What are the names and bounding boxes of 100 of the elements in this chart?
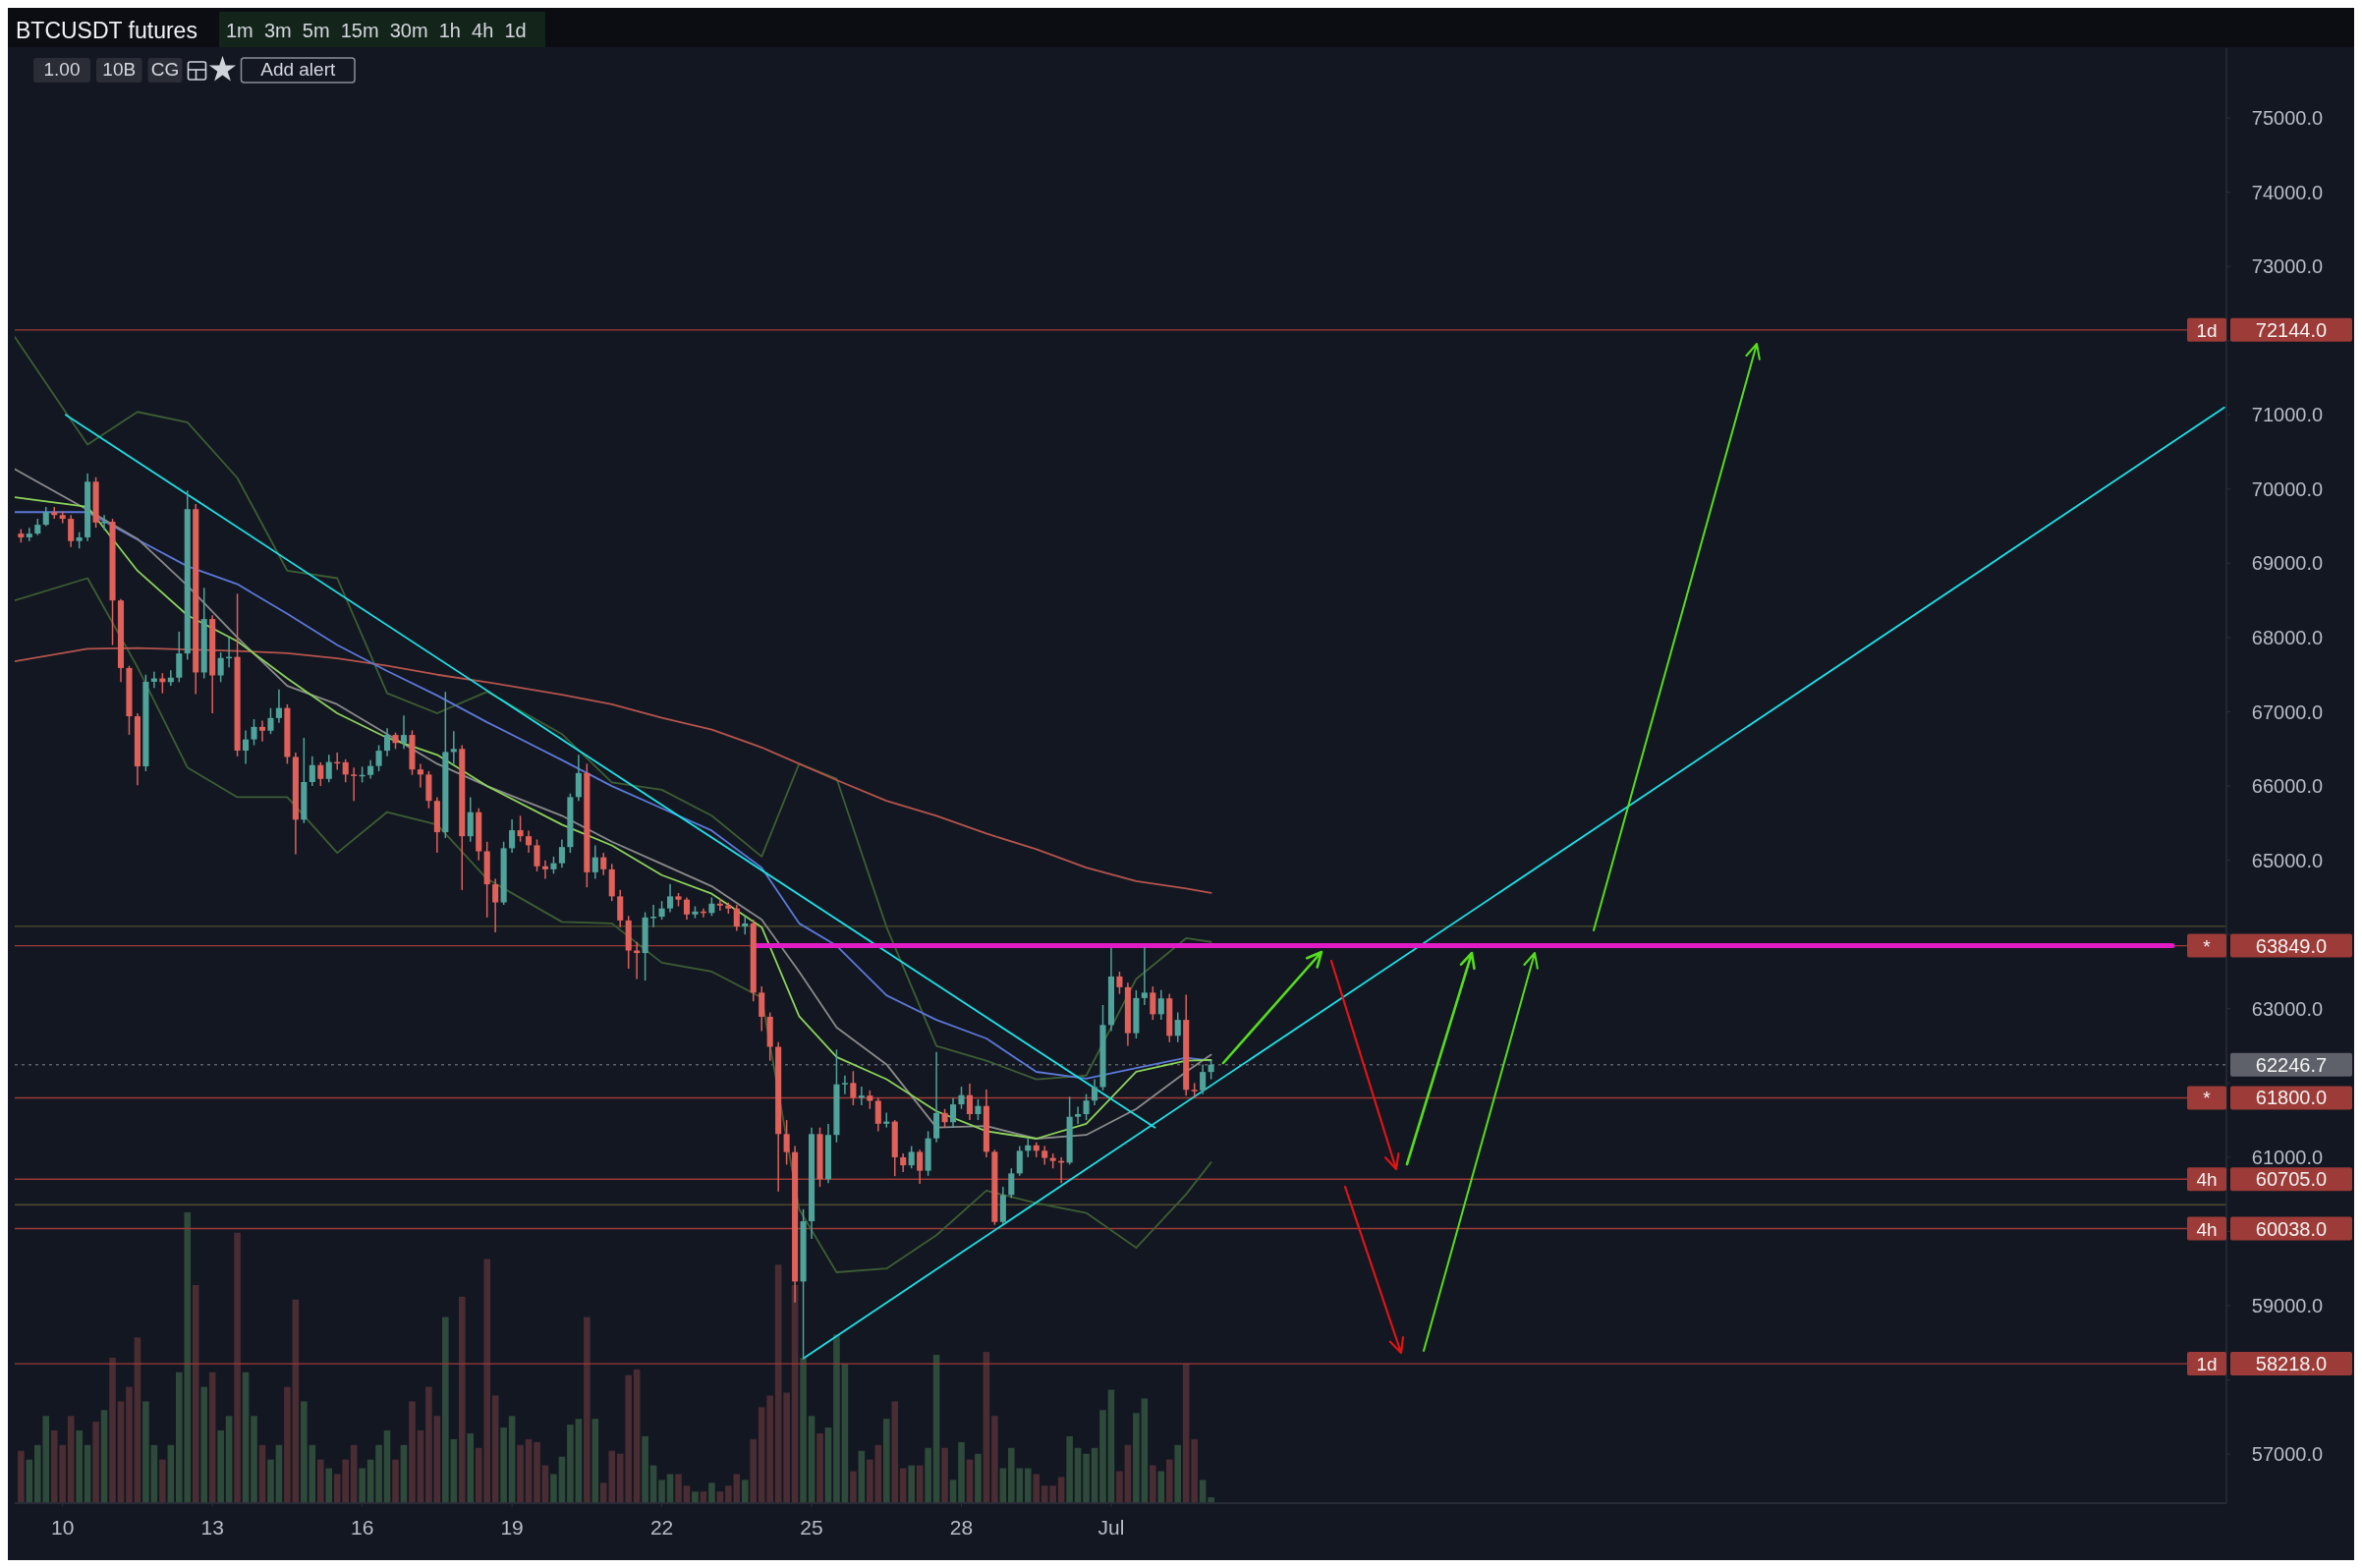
candlestick bbox=[367, 758, 374, 780]
bar bbox=[833, 1334, 840, 1503]
bar bbox=[1099, 1410, 1106, 1503]
bar bbox=[958, 1441, 965, 1503]
candlestick bbox=[351, 766, 358, 802]
candlestick bbox=[966, 1083, 974, 1121]
bar bbox=[225, 1416, 233, 1503]
annotation: 4h bbox=[2196, 1218, 2218, 1240]
bar bbox=[1033, 1474, 1040, 1503]
bar bbox=[783, 1392, 790, 1503]
bar bbox=[126, 1386, 133, 1503]
candlestick bbox=[317, 761, 324, 787]
candlestick bbox=[600, 852, 607, 876]
bar bbox=[67, 1416, 75, 1503]
bar bbox=[442, 1316, 449, 1503]
y-tick-label: 71000.0 bbox=[2251, 404, 2324, 426]
annotation: 1.00 bbox=[43, 59, 81, 80]
ref-line-label: 62246.7 bbox=[2255, 1053, 2328, 1076]
candlestick bbox=[1174, 1011, 1181, 1043]
candlestick bbox=[733, 904, 740, 932]
bar bbox=[1066, 1435, 1073, 1503]
bar bbox=[567, 1425, 574, 1503]
bar bbox=[824, 1428, 832, 1503]
annotation: * bbox=[2203, 1088, 2212, 1109]
candlestick bbox=[342, 758, 349, 784]
bar bbox=[1208, 1497, 1214, 1503]
bar bbox=[750, 1438, 758, 1503]
candlestick bbox=[1016, 1145, 1023, 1177]
candlestick bbox=[1157, 989, 1164, 1021]
candlestick bbox=[309, 756, 315, 787]
bar bbox=[234, 1232, 241, 1503]
bar bbox=[1024, 1468, 1032, 1503]
candlestick bbox=[217, 651, 224, 684]
bar bbox=[941, 1447, 948, 1503]
x-tick-label: 10 bbox=[51, 1516, 75, 1539]
candlestick bbox=[243, 729, 250, 765]
candlestick bbox=[841, 1075, 848, 1095]
candlestick bbox=[908, 1145, 915, 1169]
candlestick bbox=[650, 904, 657, 928]
annotation: 4h bbox=[2196, 1169, 2218, 1191]
x-tick-label: 13 bbox=[200, 1516, 224, 1539]
bar bbox=[1116, 1471, 1123, 1503]
candlestick bbox=[1150, 985, 1156, 1021]
candlestick bbox=[558, 838, 565, 868]
bar bbox=[392, 1459, 399, 1503]
bar bbox=[458, 1296, 466, 1503]
candlestick bbox=[42, 506, 49, 528]
candlestick bbox=[975, 1098, 982, 1121]
candlestick bbox=[941, 1108, 948, 1129]
y-tick-label: 61000.0 bbox=[2251, 1146, 2324, 1168]
candlestick bbox=[591, 844, 598, 880]
bar bbox=[633, 1369, 641, 1503]
bar bbox=[708, 1483, 715, 1503]
bar bbox=[975, 1453, 982, 1503]
candlestick bbox=[1091, 1078, 1098, 1106]
ref-line-label: 60705.0 bbox=[2255, 1168, 2328, 1191]
candlestick bbox=[1141, 946, 1148, 1006]
candlestick bbox=[958, 1086, 965, 1110]
candlestick bbox=[867, 1090, 873, 1110]
candlestick bbox=[917, 1148, 924, 1185]
bar bbox=[1107, 1389, 1115, 1503]
annotation: * bbox=[2203, 935, 2212, 957]
y-tick-label: 73000.0 bbox=[2251, 255, 2324, 278]
chart-subtitle: 1m 3m 5m 15m 30m 1h 4h 1d bbox=[226, 20, 527, 41]
bar bbox=[467, 1432, 475, 1503]
candlestick bbox=[384, 727, 391, 757]
candlestick bbox=[534, 838, 540, 872]
bar bbox=[508, 1416, 516, 1503]
bar bbox=[1174, 1444, 1182, 1503]
ref-line-label: 63849.0 bbox=[2255, 934, 2328, 957]
candlestick bbox=[1116, 971, 1123, 995]
bar bbox=[1133, 1413, 1140, 1503]
x-tick-label: 19 bbox=[500, 1516, 524, 1539]
bar bbox=[534, 1441, 540, 1503]
bar bbox=[375, 1444, 382, 1503]
bar bbox=[816, 1432, 823, 1503]
candlestick bbox=[68, 514, 75, 548]
bar bbox=[517, 1444, 524, 1503]
bar bbox=[800, 1358, 807, 1503]
candlestick bbox=[101, 514, 108, 532]
bar bbox=[359, 1468, 366, 1503]
candlestick bbox=[375, 744, 382, 772]
bar bbox=[741, 1480, 749, 1503]
bar bbox=[251, 1416, 257, 1503]
y-tick-label: 67000.0 bbox=[2251, 700, 2324, 723]
bar bbox=[109, 1358, 116, 1503]
y-tick-label: 70000.0 bbox=[2251, 477, 2324, 500]
bar bbox=[1083, 1453, 1090, 1503]
candlestick bbox=[526, 829, 533, 854]
bar bbox=[725, 1485, 732, 1503]
candlestick bbox=[949, 1096, 957, 1129]
bar bbox=[575, 1419, 583, 1503]
x-tick-label: 22 bbox=[649, 1516, 674, 1539]
x-tick-label: 25 bbox=[800, 1516, 823, 1539]
ref-line-label: 58218.0 bbox=[2255, 1353, 2328, 1375]
candlestick bbox=[267, 706, 274, 735]
bar bbox=[433, 1416, 441, 1503]
candlestick bbox=[716, 898, 723, 912]
y-tick-label: 65000.0 bbox=[2251, 849, 2324, 871]
bar bbox=[417, 1430, 424, 1503]
